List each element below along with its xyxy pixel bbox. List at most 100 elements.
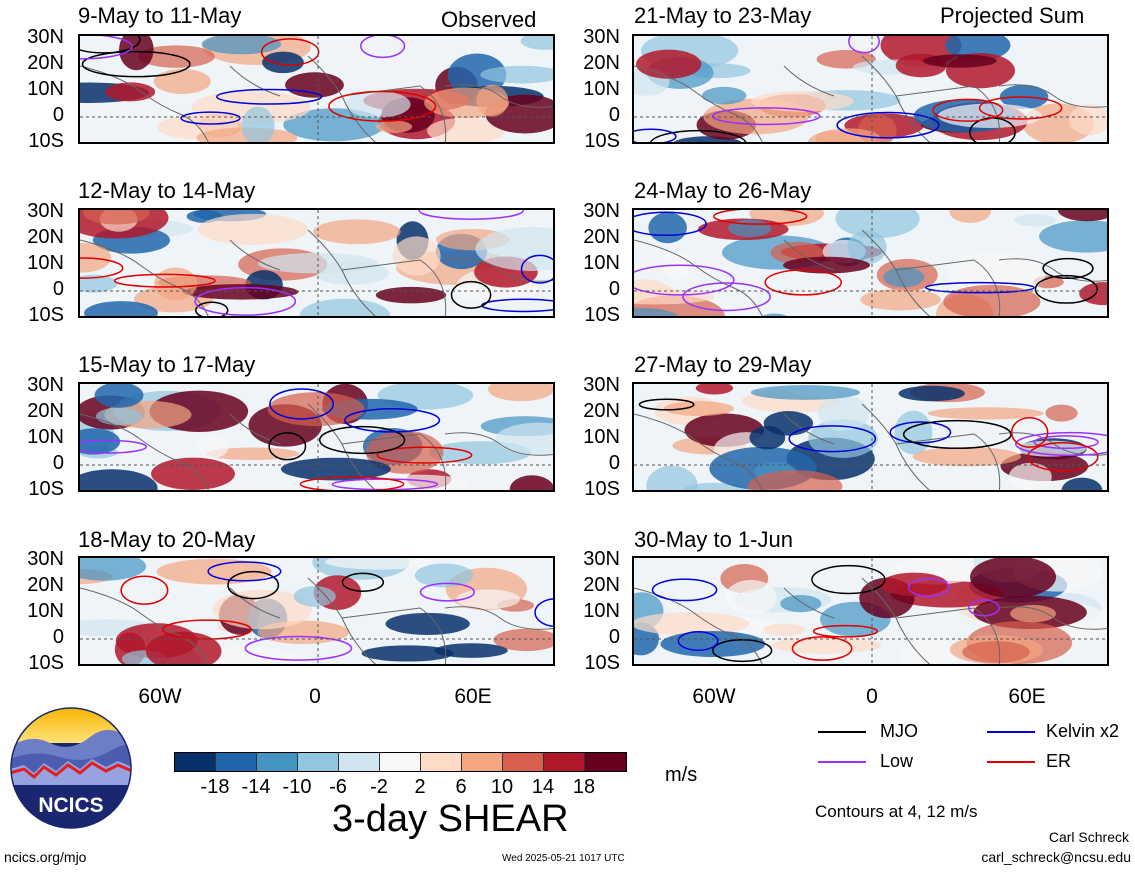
lat-label: 0 — [608, 452, 620, 474]
colorbar-tick-label: 10 — [490, 776, 514, 798]
footer-email: carl_schreck@ncsu.edu — [981, 849, 1131, 865]
colorbar-swatch — [421, 753, 462, 771]
lat-label: 20N — [583, 52, 620, 74]
lat-label: 30N — [27, 548, 64, 570]
lat-label: 30N — [27, 200, 64, 222]
lat-label: 20N — [27, 574, 64, 596]
footer-url: ncics.org/mjo — [4, 849, 87, 865]
lat-label: 20N — [27, 226, 64, 248]
lat-label: 0 — [52, 278, 64, 300]
colorbar-units: m/s — [665, 764, 698, 786]
lat-label: 0 — [52, 104, 64, 126]
colorbar-tick-label: -6 — [329, 776, 347, 798]
map-panel-1 — [78, 34, 555, 144]
lat-label: 30N — [583, 200, 620, 222]
lat-label: 30N — [583, 374, 620, 396]
panel-title-4: 18-May to 20-May — [78, 527, 256, 552]
lat-label: 10S — [28, 652, 64, 674]
colorbar-tick-label: -18 — [200, 776, 230, 798]
colorbar-swatch — [503, 753, 544, 771]
panel-title-3: 15-May to 17-May — [78, 352, 256, 377]
legend-note: Contours at 4, 12 m/s — [815, 802, 978, 821]
legend-label-mjo: MJO — [880, 721, 918, 741]
colorbar-swatch — [462, 753, 503, 771]
colorbar-tick-label: 2 — [414, 776, 426, 798]
panel-title-8: 30-May to 1-Jun — [634, 527, 793, 552]
panel-title-7: 27-May to 29-May — [634, 352, 812, 377]
map-panel-3 — [78, 382, 555, 492]
legend-line-er — [987, 761, 1035, 763]
lat-label: 0 — [52, 452, 64, 474]
legend-label-kelvin: Kelvin x2 — [1046, 721, 1120, 741]
colorbar-tick-label: -2 — [370, 776, 388, 798]
lat-label: 30N — [583, 26, 620, 48]
lat-label: 30N — [27, 26, 64, 48]
lat-label: 10N — [583, 78, 620, 100]
colorbar-swatch — [257, 753, 298, 771]
colorbar-swatch — [544, 753, 585, 771]
map-panel-5 — [632, 34, 1109, 144]
lat-label: 10S — [584, 478, 620, 500]
lat-label: 20N — [27, 52, 64, 74]
legend-line-kelvin — [987, 731, 1035, 733]
panel-title-5: 21-May to 23-May — [634, 3, 812, 28]
lat-label: 10N — [27, 252, 64, 274]
lat-label: 10S — [28, 304, 64, 326]
lon-label-60e-left: 60E — [454, 685, 492, 708]
colorbar-tick-label: 18 — [572, 776, 596, 798]
colorbar-swatch — [339, 753, 380, 771]
lat-label: 10S — [584, 652, 620, 674]
lat-label: 10N — [27, 600, 64, 622]
lon-label-0-left: 0 — [309, 685, 321, 708]
footer-timestamp: Wed 2025-05-21 1017 UTC — [502, 853, 625, 864]
legend-line-mjo — [818, 731, 866, 733]
panel-title-1: 9-May to 11-May — [78, 3, 242, 28]
lat-label: 10N — [27, 78, 64, 100]
lat-label: 20N — [583, 400, 620, 422]
lat-label: 20N — [583, 574, 620, 596]
colorbar-swatch — [298, 753, 339, 771]
observed-header: Observed — [441, 7, 537, 32]
panel-title-2: 12-May to 14-May — [78, 178, 256, 203]
colorbar — [174, 752, 627, 772]
colorbar-title: 3-day SHEAR — [332, 798, 569, 840]
legend-label-low: Low — [880, 751, 914, 771]
lat-label: 30N — [27, 374, 64, 396]
colorbar-swatch — [585, 753, 626, 771]
lat-label: 10S — [28, 478, 64, 500]
map-panel-8 — [632, 556, 1109, 666]
colorbar-tick-label: -14 — [241, 776, 271, 798]
lat-label: 0 — [52, 626, 64, 648]
lat-label: 0 — [608, 104, 620, 126]
legend-label-er: ER — [1046, 751, 1072, 771]
colorbar-tick-label: -10 — [282, 776, 312, 798]
lat-label: 0 — [608, 626, 620, 648]
lon-label-60e-right: 60E — [1008, 685, 1046, 708]
lat-label: 10S — [584, 130, 620, 152]
map-panel-2 — [78, 208, 555, 318]
map-panel-6 — [632, 208, 1109, 318]
legend-line-low — [818, 761, 866, 763]
colorbar-tick-label: 14 — [531, 776, 555, 798]
lat-label: 10S — [584, 304, 620, 326]
lat-label: 20N — [583, 226, 620, 248]
lat-label: 10N — [583, 426, 620, 448]
lat-label: 10N — [583, 600, 620, 622]
lat-label: 30N — [583, 548, 620, 570]
map-panel-7 — [632, 382, 1109, 492]
colorbar-tick-label: 6 — [455, 776, 467, 798]
map-panel-4 — [78, 556, 555, 666]
panel-title-6: 24-May to 26-May — [634, 178, 812, 203]
lat-label: 10N — [583, 252, 620, 274]
footer-author: Carl Schreck — [1048, 829, 1129, 845]
lon-label-60w-left: 60W — [138, 685, 182, 708]
lat-label: 10N — [27, 426, 64, 448]
colorbar-swatch — [216, 753, 257, 771]
lat-label: 20N — [27, 400, 64, 422]
colorbar-swatch — [380, 753, 421, 771]
logo-text: NCICS — [38, 794, 103, 817]
lon-label-60w-right: 60W — [692, 685, 736, 708]
ncics-logo: NCICS — [10, 707, 132, 829]
lat-label: 10S — [28, 130, 64, 152]
lat-label: 0 — [608, 278, 620, 300]
